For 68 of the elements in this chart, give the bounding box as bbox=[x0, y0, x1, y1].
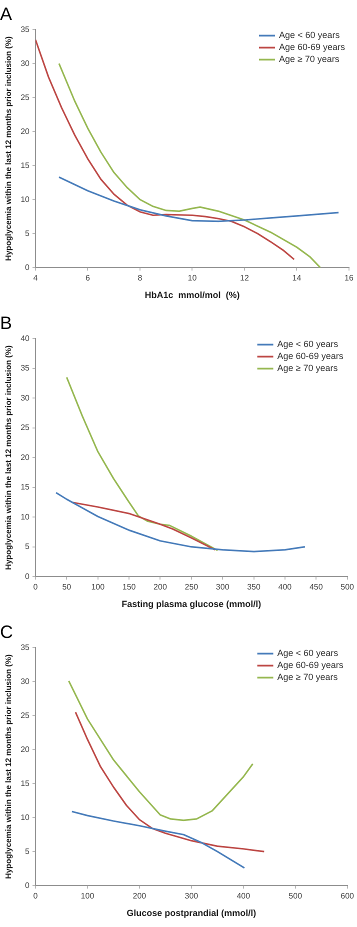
y-axis-title: Hypoglycemia within the last 12 months prior inclusion (%) bbox=[4, 345, 14, 570]
x-tick-label: 450 bbox=[309, 582, 324, 592]
y-tick-label: 25 bbox=[20, 92, 30, 102]
x-axis-title: HbA1c mmol/mol (%) bbox=[144, 290, 240, 300]
x-tick-label: 0 bbox=[33, 892, 38, 901]
legend-label: Age ≥ 70 years bbox=[278, 54, 340, 64]
y-tick-label: 30 bbox=[20, 58, 30, 68]
x-tick-label: 200 bbox=[132, 892, 147, 901]
legend-label: Age < 60 years bbox=[277, 339, 339, 350]
y-tick-label: 35 bbox=[20, 642, 30, 652]
y-axis-title: Hypoglycemia within the last 12 months prior inclusion (%) bbox=[4, 654, 14, 879]
x-tick-label: 350 bbox=[247, 582, 261, 592]
x-tick-label: 4 bbox=[33, 274, 38, 283]
y-tick-label: 20 bbox=[20, 452, 30, 462]
chart-title: A bbox=[0, 4, 12, 24]
x-tick-label: 8 bbox=[138, 274, 143, 283]
y-tick-label: 5 bbox=[25, 228, 30, 238]
y-tick-label: 15 bbox=[20, 160, 30, 170]
x-tick-label: 100 bbox=[91, 582, 106, 592]
x-tick-label: 14 bbox=[292, 274, 302, 283]
y-tick-label: 10 bbox=[20, 812, 30, 822]
chart-title: C bbox=[0, 622, 13, 642]
legend-label: Age 60-69 years bbox=[278, 42, 346, 52]
y-tick-label: 35 bbox=[20, 24, 30, 34]
x-tick-label: 400 bbox=[236, 892, 251, 901]
y-tick-label: 30 bbox=[20, 676, 30, 686]
x-tick-label: 12 bbox=[240, 274, 250, 283]
legend-label: Age ≥ 70 years bbox=[277, 672, 338, 682]
y-axis-title: Hypoglycemia within the last 12 months prior inclusion (%) bbox=[4, 36, 14, 261]
legend-label: Age ≥ 70 years bbox=[277, 363, 338, 374]
x-axis-title: Fasting plasma glucose (mmol/l) bbox=[122, 599, 262, 610]
x-tick-label: 400 bbox=[278, 582, 292, 592]
x-tick-label: 200 bbox=[154, 582, 168, 592]
x-tick-label: 150 bbox=[122, 582, 136, 592]
legend-label: Age 60-69 years bbox=[277, 351, 344, 362]
x-tick-label: 300 bbox=[216, 582, 230, 592]
y-tick-label: 0 bbox=[25, 572, 30, 581]
y-tick-label: 15 bbox=[20, 778, 30, 788]
legend-label: Age < 60 years bbox=[278, 30, 340, 40]
y-tick-label: 35 bbox=[20, 364, 30, 373]
y-tick-label: 25 bbox=[20, 423, 30, 432]
y-tick-label: 0 bbox=[25, 880, 30, 890]
y-tick-label: 5 bbox=[25, 542, 30, 552]
x-tick-label: 250 bbox=[184, 582, 199, 592]
y-tick-label: 30 bbox=[20, 393, 30, 402]
x-tick-label: 100 bbox=[80, 892, 95, 901]
x-tick-label: 16 bbox=[344, 274, 354, 283]
chart-title: B bbox=[0, 312, 12, 333]
y-tick-label: 10 bbox=[20, 512, 30, 522]
y-tick-label: 20 bbox=[20, 744, 30, 754]
x-tick-label: 50 bbox=[62, 582, 72, 592]
x-tick-label: 10 bbox=[188, 274, 198, 283]
y-tick-label: 10 bbox=[20, 194, 30, 204]
y-tick-label: 20 bbox=[20, 126, 30, 136]
y-tick-label: 25 bbox=[20, 710, 30, 720]
x-tick-label: 6 bbox=[86, 274, 91, 283]
x-tick-label: 600 bbox=[340, 892, 355, 901]
x-tick-label: 500 bbox=[288, 892, 303, 901]
y-tick-label: 40 bbox=[20, 334, 30, 343]
x-tick-label: 0 bbox=[33, 582, 38, 592]
legend-label: Age < 60 years bbox=[277, 648, 339, 658]
x-tick-label: 300 bbox=[184, 892, 199, 901]
x-tick-label: 500 bbox=[340, 582, 355, 592]
legend-label: Age 60-69 years bbox=[277, 660, 344, 670]
y-tick-label: 0 bbox=[25, 262, 30, 272]
x-axis-title: Glucose postprandial (mmol/l) bbox=[126, 908, 256, 918]
y-tick-label: 5 bbox=[25, 846, 30, 856]
y-tick-label: 15 bbox=[20, 482, 30, 492]
